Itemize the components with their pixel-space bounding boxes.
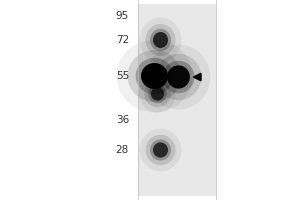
Ellipse shape [150,29,171,51]
Ellipse shape [156,54,201,100]
Ellipse shape [153,142,168,158]
Text: 95: 95 [116,11,129,21]
Text: 72: 72 [116,35,129,45]
Ellipse shape [146,135,176,165]
Bar [138,4,216,196]
Ellipse shape [150,139,171,161]
Ellipse shape [128,50,182,102]
Ellipse shape [117,40,192,112]
Ellipse shape [140,129,182,171]
Ellipse shape [140,18,182,62]
Text: 28: 28 [116,145,129,155]
Ellipse shape [141,63,168,89]
Ellipse shape [153,32,168,48]
Ellipse shape [144,81,171,107]
Ellipse shape [139,76,176,112]
Polygon shape [194,73,201,81]
Text: 55: 55 [116,71,129,81]
Ellipse shape [136,58,173,94]
Text: 36: 36 [116,115,129,125]
Ellipse shape [151,87,164,101]
Ellipse shape [167,65,190,89]
Ellipse shape [163,61,194,93]
Ellipse shape [147,45,210,109]
Ellipse shape [146,24,176,56]
Ellipse shape [148,85,167,103]
